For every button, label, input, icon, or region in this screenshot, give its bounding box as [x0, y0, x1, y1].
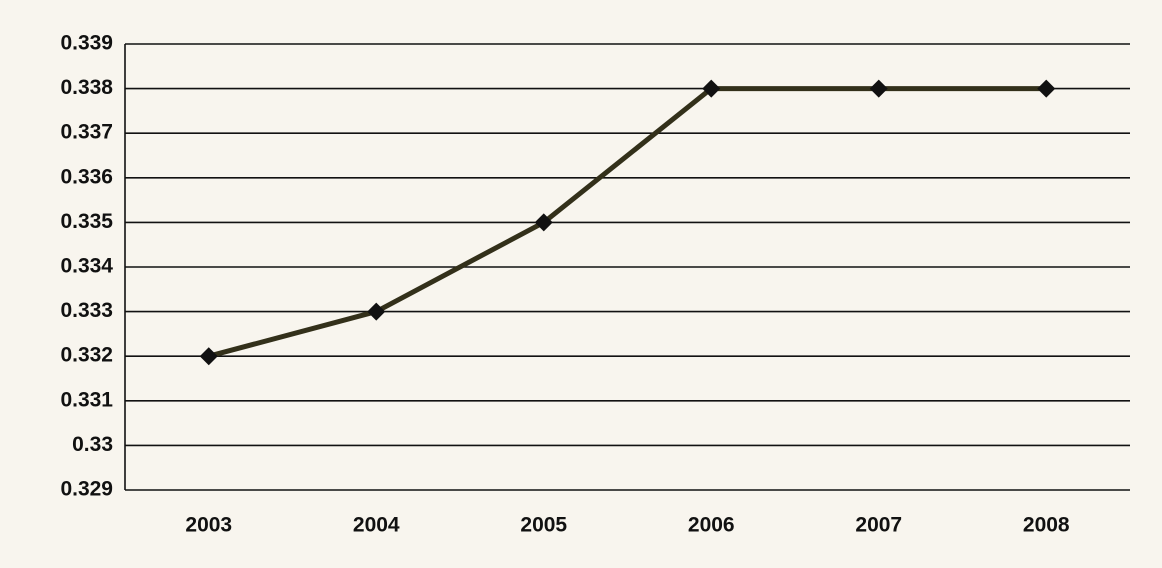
- y-tick-label: 0.335: [60, 210, 113, 233]
- x-tick-label: 2008: [1023, 514, 1070, 537]
- y-tick-label: 0.329: [60, 478, 113, 501]
- x-tick-label: 2006: [688, 514, 735, 537]
- data-line: [208, 86, 1047, 359]
- y-tick-label: 0.334: [60, 255, 113, 278]
- y-tick-label: 0.339: [60, 32, 113, 55]
- y-tick-label: 0.337: [60, 121, 113, 144]
- y-tick-label: 0.332: [60, 344, 113, 367]
- y-tick-label: 0.331: [60, 388, 113, 411]
- marker: [702, 79, 721, 98]
- y-tick-label: 0.33: [72, 433, 113, 456]
- x-tick-label: 2005: [520, 514, 567, 537]
- y-tick-label: 0.333: [60, 299, 113, 322]
- x-tick-label: 2004: [353, 514, 400, 537]
- x-tick-label: 2007: [855, 514, 902, 537]
- marker: [534, 213, 553, 232]
- x-tick-label: 2003: [185, 514, 232, 537]
- marker: [367, 302, 386, 321]
- y-tick-label: 0.336: [60, 165, 113, 188]
- marker: [199, 347, 218, 366]
- y-tick-label: 0.338: [60, 76, 113, 99]
- marker: [1037, 79, 1056, 98]
- marker: [869, 79, 888, 98]
